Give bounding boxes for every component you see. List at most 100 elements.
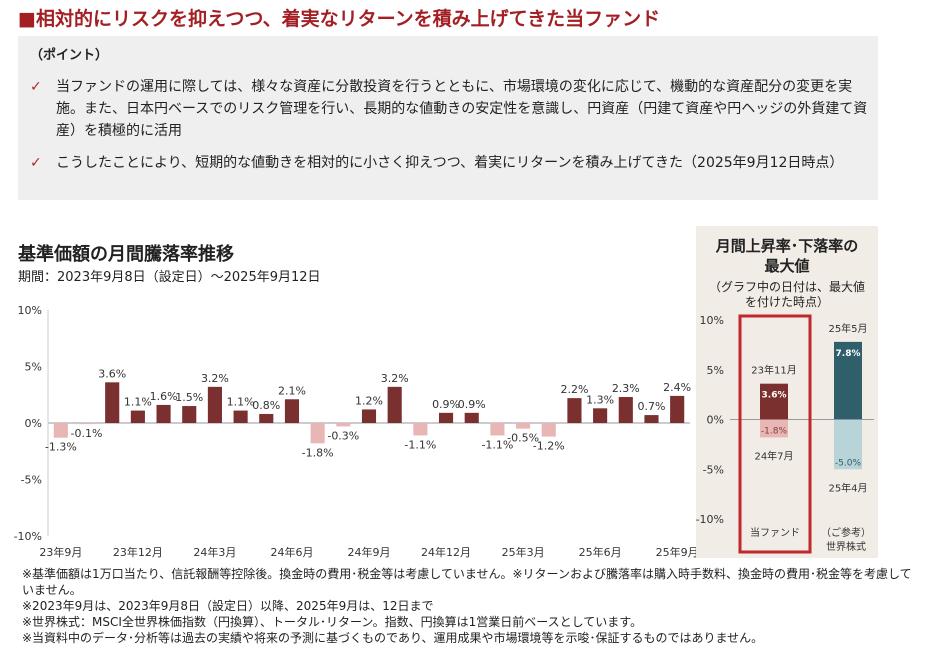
x-tick-label: 25年9月 bbox=[656, 545, 699, 559]
bar-24年11月 bbox=[413, 423, 428, 436]
y-tick-label: 0% bbox=[25, 417, 42, 430]
data-label: -0.1% bbox=[71, 427, 103, 440]
x-tick-label: 23年12月 bbox=[113, 545, 163, 559]
data-label: -1.1% bbox=[481, 438, 513, 451]
data-label: 3.6% bbox=[762, 391, 787, 401]
footnotes: ※基準価額は1万口当たり、信託報酬等控除後。換金時の費用･税金等は考慮していませ… bbox=[22, 566, 922, 646]
bar-25年3月 bbox=[516, 423, 531, 429]
y-tick-label: 5% bbox=[25, 361, 42, 374]
data-label: 3.6% bbox=[98, 367, 126, 380]
point-bullet: ✓ こうしたことにより、短期的な値動きを相対的に小さく抑えつつ、着実にリターンを… bbox=[30, 152, 868, 174]
data-label: 1.1% bbox=[124, 396, 152, 409]
bar-24年4月 bbox=[233, 410, 248, 423]
data-label: 1.1% bbox=[227, 396, 255, 409]
data-label: 2.1% bbox=[278, 384, 306, 397]
data-label: -1.3% bbox=[45, 441, 77, 454]
y-tick-label: -5% bbox=[21, 474, 42, 487]
bar-25年1月 bbox=[464, 412, 479, 423]
fund-column-label: 当ファンド bbox=[750, 526, 800, 539]
data-label: 1.3% bbox=[586, 393, 614, 406]
min-date-label: 25年4月 bbox=[828, 481, 867, 494]
bar-down-（ご参考）世界株式 bbox=[834, 419, 862, 470]
y-tick-label: -10% bbox=[696, 513, 724, 526]
bar-24年3月 bbox=[207, 386, 222, 423]
data-label: -0.5% bbox=[507, 432, 539, 445]
bar-23年10月 bbox=[79, 423, 94, 425]
point-bullet: ✓ 当ファンドの運用に際しては、様々な資産に分散投資を行うとともに、市場環境の変… bbox=[30, 76, 868, 142]
data-label: 0.7% bbox=[638, 400, 666, 413]
data-label: 1.2% bbox=[355, 394, 383, 407]
max-return-title-line1: 月間上昇率･下落率の bbox=[715, 237, 859, 255]
max-return-chart: 10% 5% 0% -5% -10% 3.6% -1.8% 23年11月 24年7月 7.8% -5… bbox=[696, 314, 874, 554]
x-tick-label: 24年3月 bbox=[193, 545, 236, 559]
max-date-label: 25年5月 bbox=[828, 322, 867, 335]
x-tick-label: 25年6月 bbox=[579, 545, 622, 559]
min-date-label: 24年7月 bbox=[754, 449, 793, 462]
bar-25年8月 bbox=[644, 415, 659, 423]
chart-period: 期間：2023年9月8日（設定日）～2025年9月12日 bbox=[18, 270, 321, 285]
data-label: 7.8% bbox=[836, 349, 861, 359]
data-label: 2.4% bbox=[663, 381, 691, 394]
point-box: （ポイント） ✓ 当ファンドの運用に際しては、様々な資産に分散投資を行うとともに… bbox=[18, 36, 878, 200]
y-tick-label: 0% bbox=[707, 414, 724, 427]
max-return-note: （グラフ中の日付は、最大値 を付けた時点） bbox=[696, 280, 878, 310]
bar-24年10月 bbox=[387, 386, 402, 423]
y-tick-label: 10% bbox=[700, 314, 724, 327]
footnote: ※基準価額は1万口当たり、信託報酬等控除後。換金時の費用･税金等は考慮していませ… bbox=[22, 567, 912, 597]
data-label: 1.6% bbox=[150, 390, 178, 403]
data-label: 1.5% bbox=[175, 391, 203, 404]
data-label: 3.2% bbox=[201, 372, 229, 385]
bar-24年2月 bbox=[182, 406, 197, 423]
max-return-note-line1: （グラフ中の日付は、最大値 bbox=[708, 280, 865, 294]
monthly-return-chart: 10%5%0%-5%-10%-1.3%-0.1%3.6%1.1%1.6%1.5%… bbox=[14, 304, 699, 559]
check-icon: ✓ bbox=[30, 155, 42, 171]
data-label: 2.3% bbox=[612, 382, 640, 395]
data-label: -5.0% bbox=[835, 458, 862, 468]
data-label: -1.2% bbox=[533, 440, 565, 453]
data-label: 3.2% bbox=[381, 372, 409, 385]
data-label: -1.8% bbox=[302, 446, 334, 459]
max-return-note-line2: を付けた時点） bbox=[744, 295, 829, 309]
bar-24年9月 bbox=[361, 409, 377, 423]
bar-down-当ファンド bbox=[760, 419, 788, 438]
bar-24年12月 bbox=[438, 412, 454, 423]
fund-highlight-frame bbox=[738, 314, 812, 554]
world-column-label: 世界株式 bbox=[826, 540, 866, 553]
data-label: 0.8% bbox=[252, 399, 280, 412]
bar-25年7月 bbox=[618, 397, 633, 423]
bar-up-当ファンド bbox=[760, 383, 788, 420]
bar-24年6月 bbox=[284, 399, 300, 423]
point-bullet-text: こうしたことにより、短期的な値動きを相対的に小さく抑えつつ、着実にリターンを積み… bbox=[56, 155, 844, 171]
bar-25年4月 bbox=[541, 423, 556, 437]
bar-23年11月 bbox=[105, 382, 120, 423]
bar-24年8月 bbox=[336, 423, 351, 427]
bar-25年2月 bbox=[490, 423, 505, 436]
bar-24年1月 bbox=[156, 404, 171, 423]
bar-24年5月 bbox=[259, 413, 274, 423]
data-label: 0.9% bbox=[458, 398, 486, 411]
y-tick-label: -5% bbox=[703, 463, 724, 476]
chart-title: 基準価額の月間騰落率推移 bbox=[18, 244, 234, 265]
x-tick-label: 24年9月 bbox=[348, 545, 391, 559]
footnote: ※世界株式：MSCI全世界株価指数（円換算）、トータル･リターン。指数、円換算は… bbox=[22, 615, 643, 629]
footnote: ※2023年9月は、2023年9月8日（設定日）以降、2025年9月は、12日ま… bbox=[22, 599, 434, 613]
bar-25年6月 bbox=[593, 408, 608, 423]
bar-23年9月 bbox=[53, 423, 68, 438]
point-heading: （ポイント） bbox=[30, 48, 109, 63]
max-return-title: 月間上昇率･下落率の 最大値 bbox=[696, 236, 878, 276]
data-label: 0.9% bbox=[432, 398, 460, 411]
bar-24年7月 bbox=[310, 423, 325, 444]
headline: ■相対的にリスクを抑えつつ、着実なリターンを積み上げてきた当ファンド bbox=[18, 8, 661, 30]
max-return-title-line2: 最大値 bbox=[764, 257, 810, 275]
data-label: -1.8% bbox=[761, 426, 788, 436]
data-label: -0.3% bbox=[327, 429, 359, 442]
data-label: 2.2% bbox=[560, 383, 588, 396]
world-column-label: （ご参考） bbox=[821, 526, 871, 539]
x-tick-label: 25年3月 bbox=[502, 545, 545, 559]
bar-23年12月 bbox=[130, 410, 145, 423]
x-tick-label: 24年6月 bbox=[270, 545, 313, 559]
footnote: ※当資料中のデータ･分析等は過去の実績や将来の予測に基づくものであり、運用成果や… bbox=[22, 631, 764, 645]
y-tick-label: -10% bbox=[14, 530, 42, 543]
max-date-label: 23年11月 bbox=[751, 364, 796, 377]
bar-up-（ご参考）世界株式 bbox=[834, 341, 862, 420]
